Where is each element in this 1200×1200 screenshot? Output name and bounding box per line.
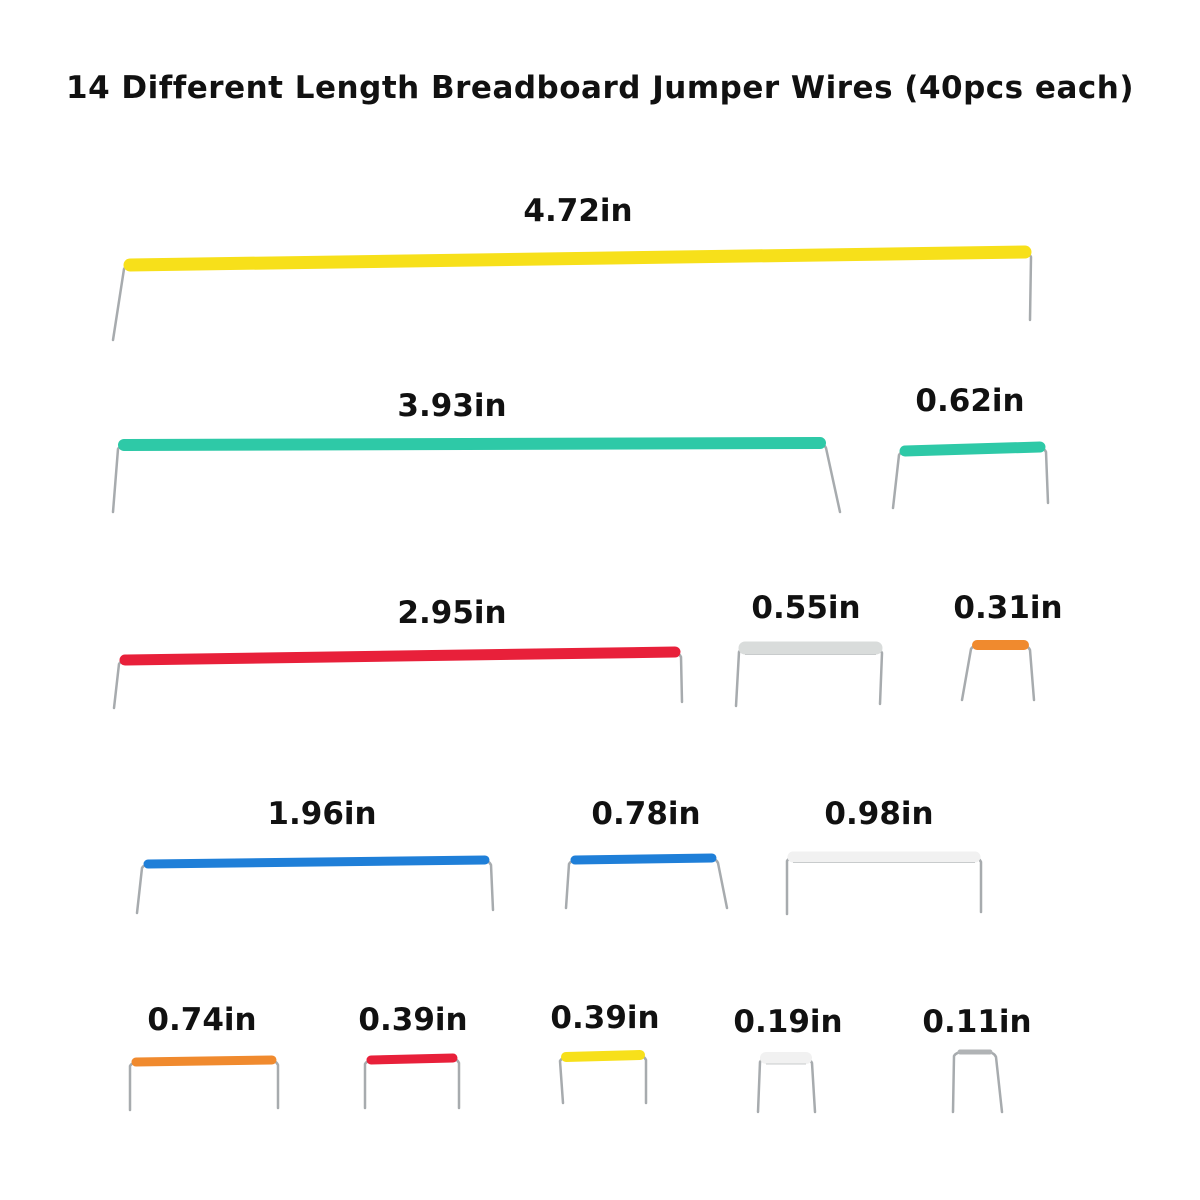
jumper-wire xyxy=(756,1052,817,1114)
jumper-wire xyxy=(960,640,1036,702)
wire-insulation xyxy=(118,437,826,451)
wire-label-0-11: 0.11in xyxy=(922,1004,1032,1040)
wire-metal-legs xyxy=(951,1050,1004,1114)
jumper-wire xyxy=(135,855,495,915)
wire-label-0-31: 0.31in xyxy=(953,590,1063,626)
wire-metal-legs xyxy=(734,646,884,708)
wire-metal-legs xyxy=(363,1056,461,1110)
jumper-wire xyxy=(785,851,983,916)
wire-label-3-93: 3.93in xyxy=(397,388,507,424)
wire-insulation xyxy=(561,1050,645,1062)
wire-metal-legs xyxy=(785,855,983,916)
jumper-wire xyxy=(951,1049,1004,1114)
wire-insulation xyxy=(366,1053,458,1065)
jumper-wire xyxy=(734,641,884,708)
wire-label-4-72: 4.72in xyxy=(523,193,633,229)
wire-label-0-98: 0.98in xyxy=(824,796,934,832)
wire-label-2-95: 2.95in xyxy=(397,595,507,631)
wire-insulation xyxy=(119,646,681,666)
wire-label-0-74: 0.74in xyxy=(147,1002,257,1038)
jumper-wire xyxy=(111,245,1033,342)
wire-insulation xyxy=(123,245,1032,272)
jumper-wire xyxy=(363,1053,461,1110)
wire-label-0-19: 0.19in xyxy=(733,1004,843,1040)
jumper-wire xyxy=(112,646,684,710)
jumper-wire xyxy=(111,437,842,514)
wire-insulation xyxy=(899,441,1046,457)
wire-label-0-39-yellow: 0.39in xyxy=(550,1000,660,1036)
wire-metal-legs xyxy=(960,643,1036,702)
page-title: 14 Different Length Breadboard Jumper Wi… xyxy=(66,70,1134,106)
jumper-wire xyxy=(128,1055,280,1112)
wire-metal-legs xyxy=(756,1056,817,1114)
wire-label-0-62: 0.62in xyxy=(915,383,1025,419)
wire-insulation xyxy=(131,1055,277,1067)
wire-metal-legs xyxy=(111,441,842,514)
jumper-wire xyxy=(564,853,729,910)
wire-label-1-96: 1.96in xyxy=(267,796,377,832)
wire-insulation xyxy=(570,853,717,865)
wire-metal-legs xyxy=(558,1053,648,1105)
jumper-wire xyxy=(891,441,1050,510)
jumper-wire xyxy=(558,1050,648,1105)
wire-metal-legs xyxy=(128,1058,280,1112)
wire-insulation xyxy=(143,855,490,869)
wire-label-0-39-red: 0.39in xyxy=(358,1002,468,1038)
wire-label-0-55: 0.55in xyxy=(751,590,861,626)
wire-label-0-78: 0.78in xyxy=(591,796,701,832)
wire-metal-legs xyxy=(564,856,729,910)
